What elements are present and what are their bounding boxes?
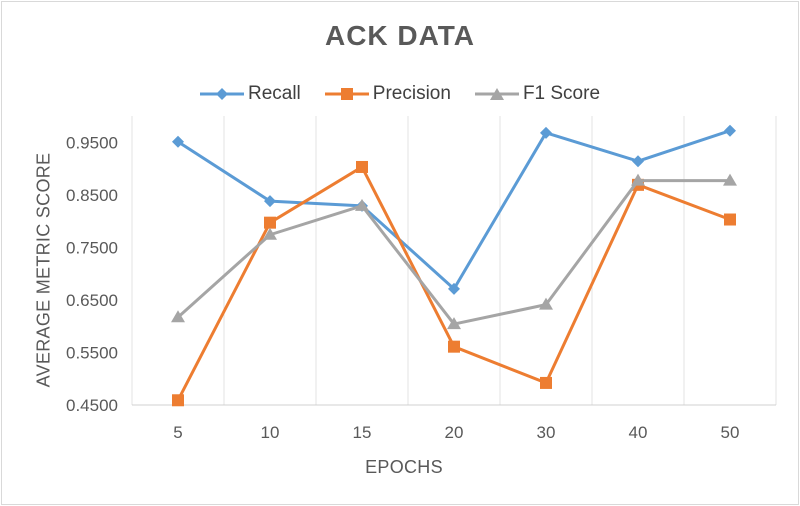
- x-axis-label: EPOCHS: [365, 457, 443, 477]
- x-tick-label: 20: [445, 423, 464, 442]
- series-line-recall: [177, 129, 731, 291]
- legend-marker-f1-score: [489, 88, 504, 100]
- legend: Recall Precision F1 Score: [0, 83, 800, 105]
- legend-item-f1-score: F1 Score: [474, 83, 601, 105]
- data-point-f1-score: [539, 297, 553, 310]
- y-tick-label: 0.7500: [66, 238, 118, 257]
- data-point-f1-score: [723, 173, 737, 186]
- legend-swatch-f1-score: [474, 88, 519, 100]
- legend-item-precision: Precision: [324, 83, 451, 105]
- data-point-recall: [172, 135, 184, 148]
- y-tick-label: 0.5500: [66, 343, 118, 362]
- data-point-precision: [540, 376, 552, 389]
- data-point-recall: [724, 124, 736, 137]
- data-point-f1-score: [263, 227, 277, 240]
- data-point-precision: [448, 340, 460, 353]
- data-point-recall: [448, 282, 460, 295]
- data-point-f1-score: [631, 173, 645, 186]
- data-point-recall: [264, 195, 276, 208]
- legend-label-recall: Recall: [247, 83, 301, 104]
- data-point-precision: [724, 213, 736, 226]
- data-point-f1-score: [171, 310, 185, 323]
- x-tick-label: 40: [629, 423, 648, 442]
- legend-marker-recall: [215, 88, 228, 100]
- data-point-recall: [632, 155, 644, 168]
- y-tick-label: 0.8500: [66, 186, 118, 205]
- x-tick-label: 30: [537, 423, 556, 442]
- data-point-precision: [264, 216, 276, 229]
- data-point-recall: [540, 126, 552, 139]
- y-tick-label: 0.6500: [66, 291, 118, 310]
- x-tick-label: 5: [173, 423, 182, 442]
- y-tick-label: 0.4500: [66, 396, 118, 415]
- y-tick-label: 0.9500: [66, 133, 118, 152]
- chart-title: ACK DATA: [324, 20, 476, 51]
- data-point-precision: [172, 394, 184, 407]
- legend-swatch-recall: [199, 88, 244, 100]
- data-point-f1-score: [355, 198, 369, 211]
- x-tick-label: 15: [353, 423, 372, 442]
- data-point-f1-score: [447, 317, 461, 330]
- legend-marker-precision: [340, 88, 353, 100]
- series-line-f1-score: [176, 179, 730, 326]
- legend-label-f1-score: F1 Score: [522, 83, 601, 104]
- legend-swatch-precision: [324, 88, 369, 100]
- legend-label-precision: Precision: [372, 83, 451, 104]
- data-point-precision: [356, 160, 368, 173]
- legend-item-recall: Recall: [199, 83, 301, 105]
- x-tick-label: 50: [721, 423, 740, 442]
- x-tick-label: 10: [261, 423, 280, 442]
